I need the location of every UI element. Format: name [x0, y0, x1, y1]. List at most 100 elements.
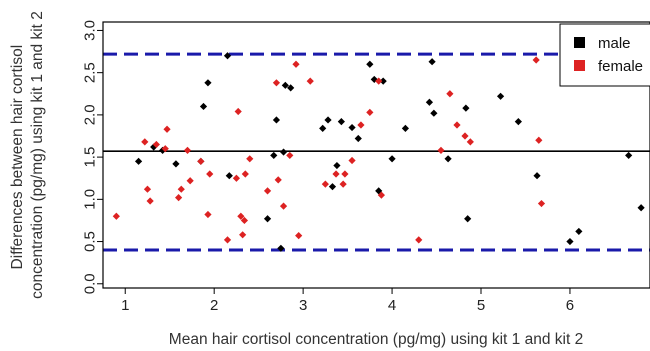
- data-point-female: [246, 155, 254, 163]
- data-point-female: [321, 180, 329, 188]
- data-point-male: [272, 116, 281, 124]
- data-point-male: [425, 98, 434, 106]
- y-tick-label: 0.0: [81, 273, 98, 294]
- legend-box: [559, 23, 650, 87]
- data-point-male: [134, 157, 143, 165]
- x-tick-label: 6: [566, 297, 574, 314]
- y-axis-title-line-1: Differences between hair cortisol: [9, 45, 26, 270]
- legend-label-female: female: [598, 58, 643, 75]
- data-point-female: [377, 191, 385, 199]
- data-point-female: [306, 77, 314, 85]
- data-point-male: [319, 124, 327, 132]
- x-tick-label: 4: [388, 297, 396, 314]
- data-point-male: [533, 172, 541, 180]
- y-tick-label: 2.0: [81, 104, 98, 125]
- y-tick-label: 0.5: [81, 231, 98, 252]
- data-point-male: [464, 215, 472, 223]
- data-point-female: [237, 212, 245, 220]
- data-point-female: [223, 236, 232, 244]
- data-point-female: [241, 170, 249, 178]
- data-point-male: [277, 244, 285, 252]
- x-tick-label: 5: [477, 297, 485, 314]
- data-point-male: [401, 124, 410, 132]
- data-point-female: [152, 140, 160, 149]
- data-point-male: [514, 118, 522, 126]
- data-point-male: [354, 134, 362, 143]
- data-point-female: [341, 170, 349, 178]
- data-point-female: [537, 199, 546, 208]
- data-point-male: [337, 118, 345, 126]
- data-point-male: [263, 215, 272, 223]
- y-axis-title: Differences between hair cortisol concen…: [9, 11, 46, 299]
- data-point-female: [232, 174, 241, 182]
- data-point-female: [279, 202, 288, 210]
- data-point-female: [146, 197, 154, 205]
- data-point-male: [270, 151, 278, 160]
- data-point-male: [348, 123, 356, 132]
- data-point-male: [328, 183, 337, 191]
- data-point-female: [466, 138, 474, 146]
- reference-lines: [103, 52, 650, 252]
- data-point-female: [143, 185, 152, 193]
- data-point-male: [462, 104, 470, 112]
- y-axis: 0.0 0.5 1.0 1.5 2.0 2.5 3.0: [81, 20, 103, 294]
- data-point-female: [366, 108, 374, 116]
- data-point-female: [357, 121, 365, 129]
- data-point-male: [172, 160, 180, 168]
- data-point-male: [430, 109, 438, 117]
- data-point-male: [324, 116, 332, 124]
- x-tick-label: 3: [299, 297, 307, 314]
- data-point-female: [183, 146, 192, 154]
- data-point-female: [461, 132, 469, 140]
- data-point-male: [379, 77, 387, 85]
- data-point-male: [225, 172, 233, 180]
- data-point-female: [532, 56, 540, 64]
- data-point-female: [375, 77, 383, 85]
- data-point-female: [163, 125, 171, 133]
- data-point-female: [234, 107, 242, 116]
- data-point-female: [197, 157, 205, 165]
- data-point-female: [446, 90, 454, 98]
- data-point-male: [496, 92, 505, 100]
- data-point-female: [204, 210, 212, 219]
- x-axis: 1 2 3 4 5 6: [121, 288, 574, 314]
- y-tick-label: 1.5: [81, 147, 98, 168]
- y-tick-label: 2.5: [81, 62, 98, 83]
- data-point-male: [444, 155, 452, 163]
- data-point-female: [112, 212, 120, 220]
- data-point-female: [292, 60, 300, 68]
- legend-swatch-male: [574, 37, 585, 48]
- data-point-male: [279, 148, 288, 156]
- legend: male female: [559, 23, 650, 87]
- data-point-male: [575, 227, 583, 236]
- x-axis-title: Mean hair cortisol concentration (pg/mg)…: [169, 331, 583, 348]
- data-point-female: [295, 232, 303, 240]
- plot-frame: [102, 21, 650, 289]
- legend-label-male: male: [598, 35, 631, 52]
- data-points: [112, 52, 645, 252]
- data-point-female: [535, 136, 543, 144]
- y-axis-title-line-2: concentration (pg/mg) using kit 1 and ki…: [29, 11, 46, 299]
- data-point-female: [177, 185, 185, 193]
- data-point-female: [415, 236, 423, 244]
- data-point-male: [281, 81, 289, 89]
- y-tick-label: 1.0: [81, 189, 98, 210]
- data-point-male: [566, 237, 574, 246]
- data-point-male: [637, 204, 645, 212]
- data-point-female: [437, 146, 445, 154]
- data-point-female: [332, 170, 340, 178]
- data-point-female: [272, 79, 281, 87]
- data-point-female: [161, 145, 169, 153]
- data-point-female: [175, 194, 183, 202]
- data-point-female: [239, 231, 247, 239]
- data-point-female: [286, 151, 294, 160]
- data-point-female: [240, 216, 249, 225]
- legend-swatch-female: [574, 60, 585, 71]
- data-point-male: [366, 60, 374, 68]
- data-point-male: [333, 161, 341, 170]
- data-point-female: [274, 176, 282, 184]
- data-point-male: [223, 52, 232, 60]
- data-point-female: [453, 121, 461, 129]
- data-point-female: [186, 177, 194, 185]
- data-point-female: [348, 156, 356, 165]
